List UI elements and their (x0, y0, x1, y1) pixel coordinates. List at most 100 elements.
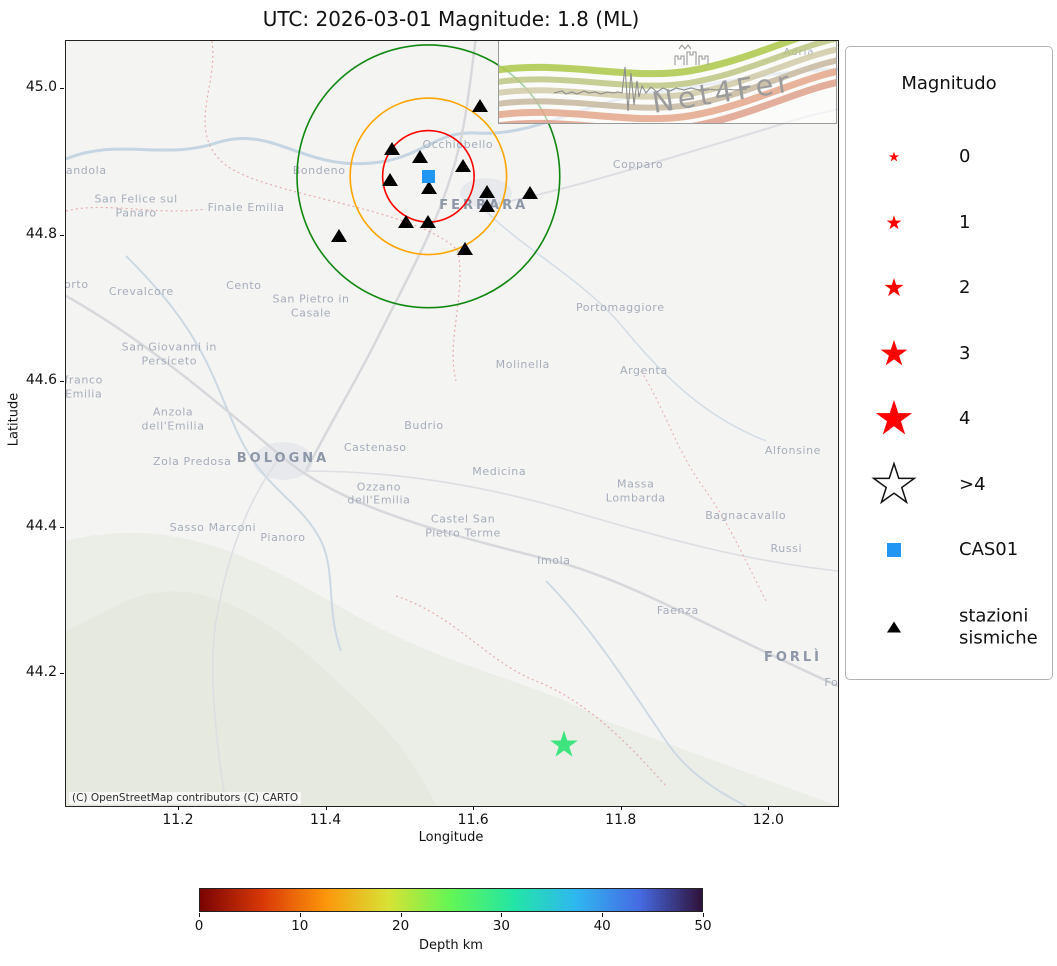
seismogram-trace (553, 66, 748, 112)
depth-colorbar (199, 888, 703, 912)
city-label: FORLÌ (763, 650, 822, 666)
castle-sketch (674, 44, 709, 65)
y-tick-mark (60, 234, 64, 236)
city-label: Finale Emilia (207, 200, 285, 214)
legend-label: stazioni sismiche (959, 605, 1038, 648)
colorbar-tick-label: 20 (392, 918, 410, 934)
station-marker (420, 181, 437, 194)
y-axis-title: Latitude (6, 392, 22, 447)
station-marker (383, 142, 400, 156)
legend-label: >4 (959, 474, 986, 496)
distance-ring (296, 44, 561, 309)
city-label: Cento (226, 279, 262, 293)
legend-label: 2 (959, 277, 971, 299)
city-label: Molinella (495, 358, 551, 372)
y-tick-label: 45.0 (25, 79, 57, 96)
city-label: Argenta (619, 363, 668, 377)
logo-box: Adria Net4Fer (498, 41, 837, 124)
legend-box: Magnitudo 0 1 2 3 4 >4 CAS01 stazioni sismiche (845, 46, 1053, 680)
station-marker (478, 185, 495, 199)
star-legend-marker (883, 277, 905, 299)
city-label: Crevalcore (108, 284, 174, 298)
y-tick-label: 44.2 (25, 664, 57, 681)
star-icon (871, 461, 917, 505)
cas01-marker (421, 169, 435, 183)
square-icon (887, 543, 901, 557)
colorbar-tick-label: 0 (194, 918, 204, 934)
triangle-legend-marker (887, 621, 901, 633)
city-label: Occhiobello (422, 137, 494, 151)
station-marker (455, 159, 472, 173)
distance-ring (349, 97, 508, 256)
x-axis-title: Longitude (418, 830, 484, 845)
city-label: San Felice sul Panaro (94, 192, 178, 220)
markers-layer (66, 41, 838, 806)
city-label: Castel San Pietro Terme (425, 512, 501, 539)
colorbar-tick-label: 50 (694, 918, 712, 934)
city-label: Sasso Marconi (169, 521, 257, 535)
legend-label: 1 (959, 212, 971, 234)
y-tick-label: 44.8 (25, 225, 57, 242)
city-label: Zola Predosa (152, 455, 232, 469)
star-icon (886, 215, 902, 230)
station-marker (478, 199, 495, 213)
city-label: orto (65, 278, 89, 292)
x-tick-label: 11.2 (162, 812, 194, 828)
colorbar-title: Depth km (419, 938, 483, 953)
legend-label: 4 (959, 408, 971, 430)
station-marker (456, 242, 473, 256)
city-label: Ozzano dell'Emilia (347, 479, 411, 507)
triangle-icon (887, 621, 901, 633)
star-legend-marker (879, 339, 910, 370)
star-icon (888, 151, 900, 162)
colorbar-tick-mark (602, 913, 604, 917)
net4fer-logo: Adria Net4Fer (499, 41, 836, 123)
city-label: franco Emilia (65, 373, 103, 400)
city-label: Russi (770, 542, 803, 556)
station-marker (522, 186, 539, 200)
city-label: Bagnacavallo (705, 509, 787, 523)
legend-title: Magnitudo (901, 73, 997, 94)
colorbar-tick-mark (703, 913, 704, 917)
city-label: Anzola dell'Emilia (141, 405, 205, 433)
x-tick-label: 12.0 (752, 812, 784, 828)
city-label: Budrio (404, 418, 444, 432)
y-tick-mark (60, 527, 64, 529)
colorbar-tick-mark (299, 913, 301, 917)
city-label: Alfonsine (764, 444, 822, 458)
city-label: San Giovanni in Persiceto (121, 340, 217, 368)
colorbar-tick-label: 40 (593, 918, 611, 934)
city-label: Massa Lombarda (605, 477, 666, 504)
legend-label: 0 (959, 146, 971, 168)
star-legend-marker (871, 461, 918, 509)
station-marker (419, 215, 436, 229)
station-marker (331, 229, 348, 243)
x-tick-label: 11.8 (605, 812, 637, 828)
city-label: San Pietro in Casale (272, 292, 350, 319)
city-label: Castenaso (343, 441, 407, 455)
colorbar-tick-label: 10 (291, 918, 309, 934)
station-marker (398, 215, 415, 229)
star-icon (880, 339, 908, 366)
city-label: Copparo (612, 158, 664, 172)
legend-label: CAS01 (959, 539, 1019, 561)
y-tick-mark (60, 673, 64, 675)
star-legend-marker (873, 398, 915, 440)
x-tick-label: 11.4 (309, 812, 342, 828)
city-label: randola (65, 164, 107, 178)
x-tick-label: 11.6 (457, 812, 489, 828)
y-tick-mark (60, 88, 64, 90)
map-canvas: randola Bondeno Occhiobello Copparo San Feli… (65, 40, 839, 807)
city-label: Medicina (472, 464, 527, 478)
star-icon (875, 399, 913, 435)
city-label: BOLOGNA (236, 451, 330, 467)
basemap (66, 41, 838, 806)
colorbar-tick-label: 30 (492, 918, 510, 934)
colorbar-tick-mark (501, 913, 503, 917)
colorbar-tick-mark (400, 913, 402, 917)
station-marker (471, 99, 488, 113)
station-marker (382, 172, 399, 186)
y-tick-label: 44.4 (25, 518, 57, 535)
city-label: Imola (537, 554, 571, 568)
